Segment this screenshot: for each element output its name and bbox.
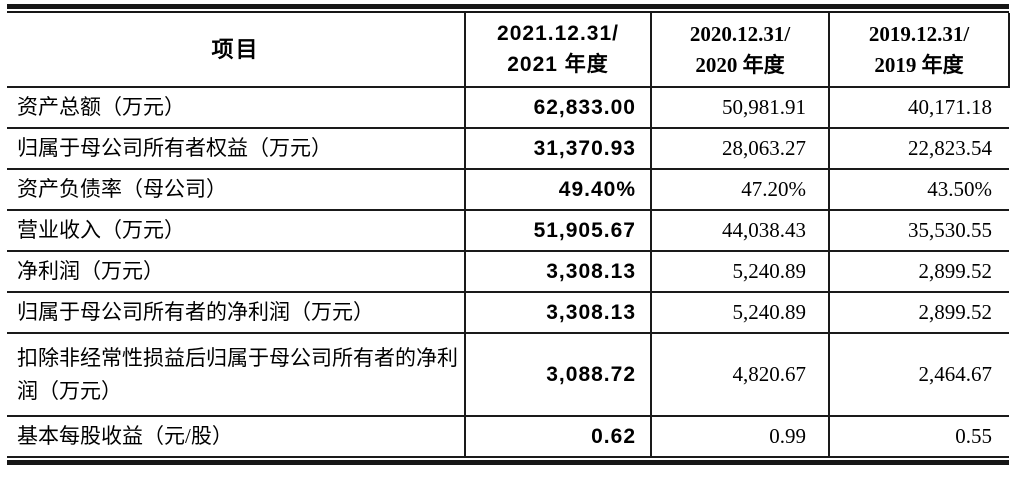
row-label: 归属于母公司所有者的净利润（万元） [7, 292, 466, 334]
row-debt-ratio: 资产负债率（母公司） 49.40% 47.20% 43.50% [7, 169, 1009, 211]
value-2020: 5,240.89 [651, 251, 830, 293]
row-total-assets: 资产总额（万元） 62,833.00 50,981.91 40,171.18 [7, 87, 1009, 129]
row-label: 净利润（万元） [7, 251, 466, 293]
row-label: 营业收入（万元） [7, 210, 466, 252]
value-2020: 0.99 [651, 416, 830, 458]
row-label: 资产负债率（母公司） [7, 169, 466, 211]
value-2021: 3,308.13 [465, 251, 652, 293]
value-2019: 2,464.67 [829, 333, 1009, 417]
value-2021: 62,833.00 [465, 87, 652, 129]
value-2020: 50,981.91 [651, 87, 830, 129]
value-2019: 40,171.18 [829, 87, 1009, 129]
value-2020: 47.20% [651, 169, 830, 211]
financial-summary-table: 项目 2021.12.31/ 2021 年度 2020.12.31/ 2020 … [7, 13, 1010, 458]
header-item-label: 项目 [7, 13, 466, 88]
row-label: 资产总额（万元） [7, 87, 466, 129]
row-label: 扣除非经常性损益后归属于母公司所有者的净利润（万元） [7, 333, 466, 417]
row-net-profit: 净利润（万元） 3,308.13 5,240.89 2,899.52 [7, 251, 1009, 293]
header-period-2021-year: 2021 年度 [507, 52, 609, 76]
row-parent-equity: 归属于母公司所有者权益（万元） 31,370.93 28,063.27 22,8… [7, 128, 1009, 170]
header-period-2021-date: 2021.12.31/ [497, 22, 619, 46]
header-period-2019-year: 2019 年度 [874, 52, 964, 77]
row-net-profit-parent: 归属于母公司所有者的净利润（万元） 3,308.13 5,240.89 2,89… [7, 292, 1009, 334]
value-2019: 22,823.54 [829, 128, 1009, 170]
value-2021: 3,308.13 [465, 292, 652, 334]
header-period-2020-date: 2020.12.31/ [689, 22, 791, 47]
header-period-2019: 2019.12.31/ 2019 年度 [829, 13, 1010, 88]
row-operating-revenue: 营业收入（万元） 51,905.67 44,038.43 35,530.55 [7, 210, 1009, 252]
value-2020: 4,820.67 [651, 333, 830, 417]
value-2021: 51,905.67 [465, 210, 652, 252]
row-net-profit-deducted: 扣除非经常性损益后归属于母公司所有者的净利润（万元） 3,088.72 4,82… [7, 333, 1009, 417]
value-2020: 5,240.89 [651, 292, 830, 334]
row-label: 基本每股收益（元/股） [7, 416, 466, 458]
header-period-2020: 2020.12.31/ 2020 年度 [651, 13, 830, 88]
value-2021: 31,370.93 [465, 128, 652, 170]
value-2019: 2,899.52 [829, 251, 1009, 293]
header-period-2020-year: 2020 年度 [695, 52, 785, 77]
value-2019: 2,899.52 [829, 292, 1009, 334]
value-2020: 28,063.27 [651, 128, 830, 170]
value-2019: 35,530.55 [829, 210, 1009, 252]
row-basic-eps: 基本每股收益（元/股） 0.62 0.99 0.55 [7, 416, 1009, 458]
value-2021: 49.40% [465, 169, 652, 211]
value-2019: 43.50% [829, 169, 1009, 211]
value-2019: 0.55 [829, 416, 1009, 458]
table-top-thin-rule [7, 11, 1009, 13]
value-2021: 0.62 [465, 416, 652, 458]
table-bottom-thick-rule [7, 460, 1009, 465]
header-period-2021: 2021.12.31/ 2021 年度 [465, 13, 652, 88]
header-period-2019-date: 2019.12.31/ [868, 22, 970, 47]
value-2021: 3,088.72 [465, 333, 652, 417]
row-label: 归属于母公司所有者权益（万元） [7, 128, 466, 170]
value-2020: 44,038.43 [651, 210, 830, 252]
header-row: 项目 2021.12.31/ 2021 年度 2020.12.31/ 2020 … [7, 13, 1010, 88]
table-top-thick-rule [7, 4, 1009, 9]
